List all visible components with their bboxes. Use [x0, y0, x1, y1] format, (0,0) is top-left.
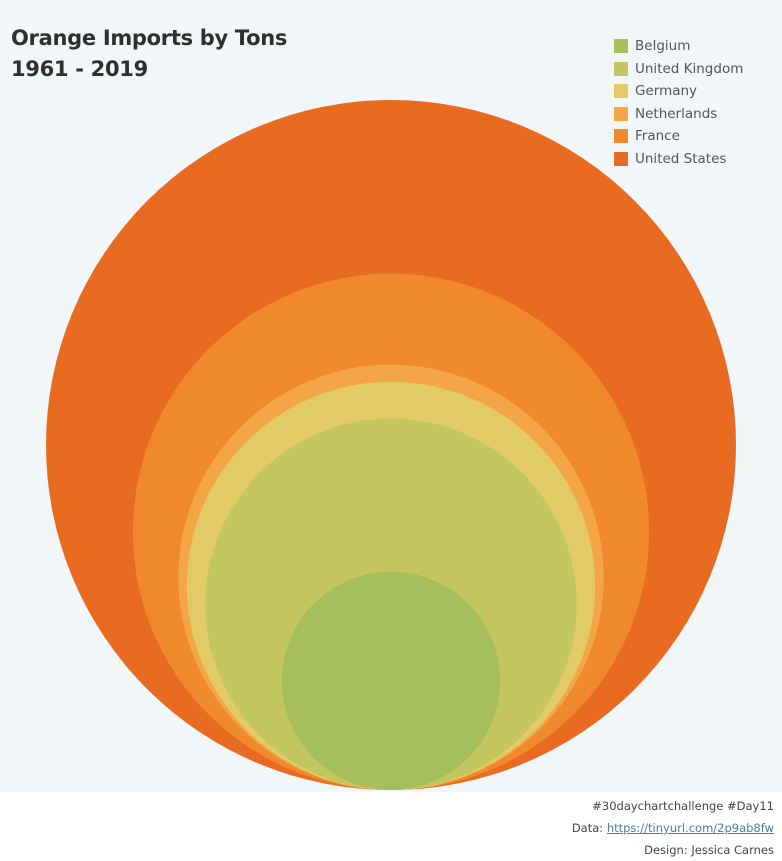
chart-subtitle-years: 1961 - 2019 — [11, 57, 148, 81]
legend-label: Netherlands — [635, 105, 718, 122]
legend: Belgium United Kingdom Germany Netherlan… — [614, 35, 743, 170]
data-source-link[interactable]: https://tinyurl.com/2p9ab8fw — [606, 821, 774, 835]
legend-swatch — [614, 39, 628, 54]
legend-swatch — [614, 106, 628, 121]
hashtag-text: #30daychartchallenge #Day11 — [592, 799, 774, 813]
legend-item[interactable]: Germany — [614, 80, 743, 103]
legend-label: Belgium — [635, 38, 691, 55]
bubble-chart — [46, 100, 736, 791]
legend-label: Germany — [635, 83, 698, 100]
design-credit: Design: Jessica Carnes — [644, 843, 774, 857]
legend-item[interactable]: France — [614, 125, 743, 148]
legend-label: United States — [635, 150, 727, 167]
legend-label: France — [635, 128, 680, 145]
data-source-label: Data: — [571, 821, 607, 835]
bubble-belgium[interactable] — [281, 571, 501, 790]
legend-item[interactable]: United States — [614, 148, 743, 171]
legend-label: United Kingdom — [635, 60, 744, 77]
chart-title: Orange Imports by Tons — [11, 26, 288, 50]
legend-item[interactable]: Belgium — [614, 35, 743, 58]
data-source-line: Data: https://tinyurl.com/2p9ab8fw — [572, 817, 774, 839]
legend-swatch — [614, 151, 628, 166]
legend-swatch — [614, 61, 628, 76]
legend-swatch — [614, 84, 628, 99]
legend-item[interactable]: United Kingdom — [614, 58, 743, 81]
legend-item[interactable]: Netherlands — [614, 103, 743, 126]
legend-swatch — [614, 129, 628, 144]
credits: #30daychartchallenge #Day11 Data: https:… — [572, 795, 774, 861]
